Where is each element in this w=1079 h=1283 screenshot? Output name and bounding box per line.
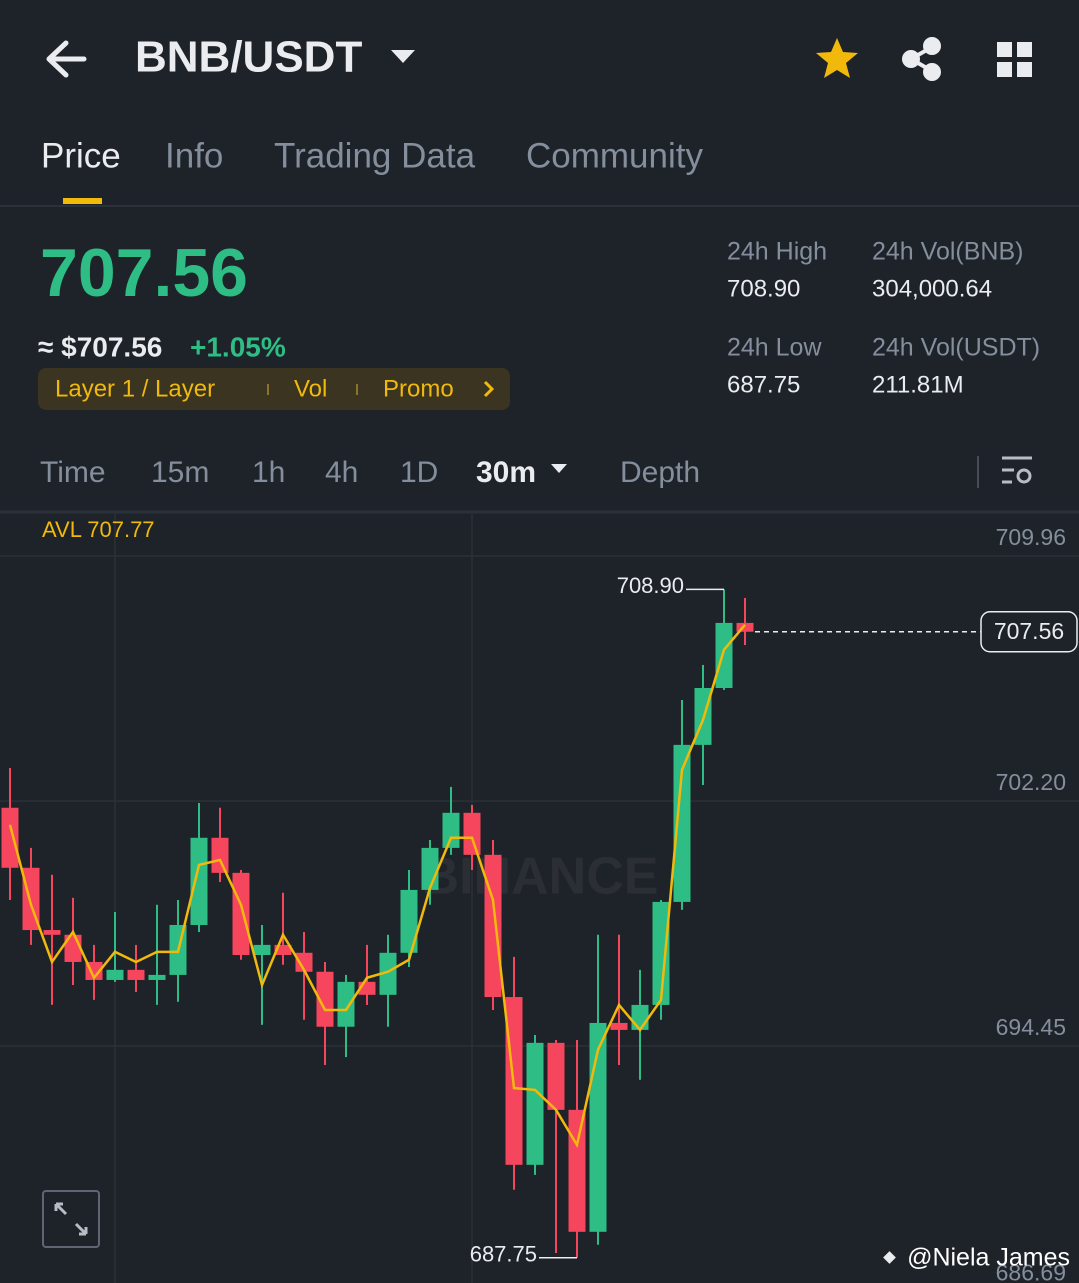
- candle-body: [652, 901, 670, 1005]
- candle-body: [631, 1004, 649, 1030]
- stat-label: 24h Vol(USDT): [872, 334, 1040, 362]
- interval[interactable]: Depth: [620, 456, 700, 489]
- grid-cell: [997, 42, 1012, 57]
- last-price: 707.56: [40, 235, 248, 311]
- stat-value: 687.75: [727, 371, 800, 398]
- candle-body: [190, 837, 208, 925]
- candle-body: [715, 622, 733, 689]
- grid-menu[interactable]: [997, 42, 1032, 77]
- annotation-label: 708.90: [617, 573, 684, 598]
- candle-body: [463, 812, 481, 855]
- candle-body: [379, 952, 397, 995]
- stat-label: 24h Low: [727, 334, 822, 362]
- stat-value: 304,000.64: [872, 275, 992, 302]
- candle-body: [400, 889, 418, 953]
- grid-cell: [1017, 42, 1032, 57]
- tab[interactable]: Trading Data: [274, 136, 476, 175]
- share-dot: [923, 37, 941, 55]
- candle-body: [148, 974, 166, 980]
- y-tick-label: 694.45: [996, 1014, 1066, 1040]
- avl-label: AVL 707.77: [42, 517, 155, 542]
- expand-button[interactable]: [42, 1190, 100, 1248]
- candle-body: [316, 971, 334, 1027]
- candle-body: [232, 872, 250, 956]
- candle-body: [736, 622, 754, 632]
- tag[interactable]: Promo: [383, 375, 454, 402]
- price-change: +1.05%: [190, 331, 286, 362]
- y-tick-label: 709.96: [996, 524, 1066, 550]
- interval[interactable]: 1D: [400, 456, 438, 489]
- chart-settings[interactable]: [1002, 456, 1032, 484]
- tag-pill[interactable]: [38, 368, 510, 410]
- back-button[interactable]: [46, 40, 87, 78]
- candle-body: [568, 1109, 586, 1232]
- pair-title[interactable]: BNB/USDT: [135, 33, 362, 82]
- grid-cell: [1017, 62, 1032, 77]
- settings-gear: [1016, 468, 1032, 484]
- logo-watermark: BINANCE: [422, 848, 659, 906]
- candle-body: [295, 952, 313, 972]
- interval[interactable]: 15m: [151, 456, 209, 489]
- candle-body: [526, 1042, 544, 1165]
- grid-cell: [997, 62, 1012, 77]
- candlestick-chart: BINANCE AVL 707.77 709.96 702.20 694.45 686…: [0, 512, 1079, 1283]
- candle-body: [547, 1042, 565, 1110]
- expand-icon: [54, 1202, 88, 1236]
- candle-body: [610, 1022, 628, 1030]
- candle-body: [253, 944, 271, 956]
- moving-average-line: [8, 624, 746, 1149]
- y-tick-label: 686.69: [996, 1259, 1066, 1283]
- candle-body: [589, 1022, 607, 1232]
- share-dot: [923, 63, 941, 81]
- stats: 24h High 708.90 24h Vol(BNB) 304,000.64 24h …: [727, 238, 1040, 399]
- stat-label: 24h Vol(BNB): [872, 238, 1023, 266]
- candle-body: [43, 930, 61, 935]
- watermark: @Niela James: [907, 1244, 1070, 1272]
- back-arrow: [46, 40, 87, 78]
- tab[interactable]: Price: [41, 136, 121, 175]
- interval-bar: Time 15m 1h 4h 1D 30m Depth: [40, 456, 700, 489]
- favorite-star[interactable]: [816, 38, 858, 78]
- pair-dropdown[interactable]: [391, 50, 415, 63]
- last-price-box: [980, 611, 1078, 653]
- stat-label: 24h High: [727, 238, 827, 266]
- tag[interactable]: Layer 1 / Layer: [55, 375, 215, 402]
- usd-price: ≈ $707.56: [38, 331, 162, 362]
- interval[interactable]: 4h: [325, 456, 358, 489]
- tag-chevron: [483, 380, 495, 398]
- share-button[interactable]: [902, 37, 941, 81]
- interval[interactable]: 30m: [476, 456, 536, 489]
- annotation-label: 687.75: [470, 1242, 537, 1267]
- interval-dropdown[interactable]: [551, 464, 567, 473]
- interval[interactable]: 1h: [252, 456, 285, 489]
- stat-value: 708.90: [727, 275, 800, 302]
- candle-body: [442, 812, 460, 848]
- interval[interactable]: Time: [40, 456, 106, 489]
- tab[interactable]: Info: [165, 136, 223, 175]
- candle-body: [421, 847, 439, 890]
- candle-body: [211, 837, 229, 873]
- y-tick-label: 702.20: [996, 769, 1066, 795]
- candle-body: [484, 854, 502, 998]
- candle-body: [274, 944, 292, 956]
- active-tab-indicator: [63, 198, 102, 204]
- candle-body: [127, 969, 145, 980]
- candle-body: [106, 969, 124, 980]
- stat-value: 211.81M: [872, 371, 964, 398]
- share-dot: [902, 50, 920, 68]
- tab[interactable]: Community: [526, 136, 703, 175]
- last-price-label: 707.56: [994, 618, 1064, 644]
- tab-bar: Price Info Trading Data Community: [41, 136, 703, 175]
- candle-body: [673, 744, 691, 902]
- candle-body: [1, 807, 19, 868]
- candle-body: [337, 981, 355, 1027]
- tag[interactable]: Vol: [294, 375, 327, 402]
